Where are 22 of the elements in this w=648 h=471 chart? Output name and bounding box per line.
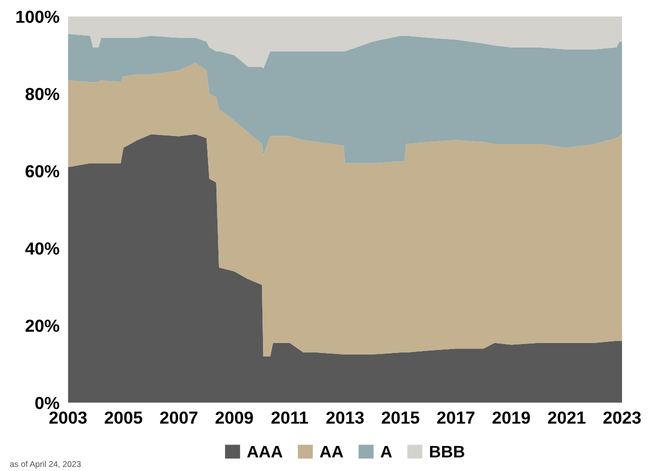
legend-label: A: [380, 446, 392, 458]
legend-label: BBB: [430, 446, 464, 458]
x-tick-label: 2005: [104, 411, 142, 424]
x-tick-label: 2003: [49, 411, 87, 424]
y-tick-label: 0%: [35, 396, 60, 410]
x-tick-label: 2015: [382, 411, 420, 424]
y-tick-label: 100%: [16, 10, 60, 23]
x-tick-label: 2023: [603, 411, 641, 424]
y-tick-label: 20%: [26, 320, 60, 332]
x-tick-label: 2009: [216, 411, 253, 424]
x-tick-label: 2013: [326, 411, 364, 424]
y-tick-label: 40%: [25, 242, 60, 255]
legend-label: AAA: [247, 446, 282, 458]
x-tick-label: 2011: [271, 411, 308, 424]
y-tick-label: 60%: [26, 165, 60, 178]
x-tick-label: 2019: [492, 411, 530, 424]
legend-label: AA: [320, 446, 344, 458]
y-tick-label: 80%: [26, 88, 60, 100]
x-tick-label: 2017: [437, 411, 474, 424]
text: as of April 24, 2023: [10, 460, 81, 469]
x-tick-label: 2007: [160, 411, 198, 424]
x-tick-label: 2021: [548, 411, 586, 424]
